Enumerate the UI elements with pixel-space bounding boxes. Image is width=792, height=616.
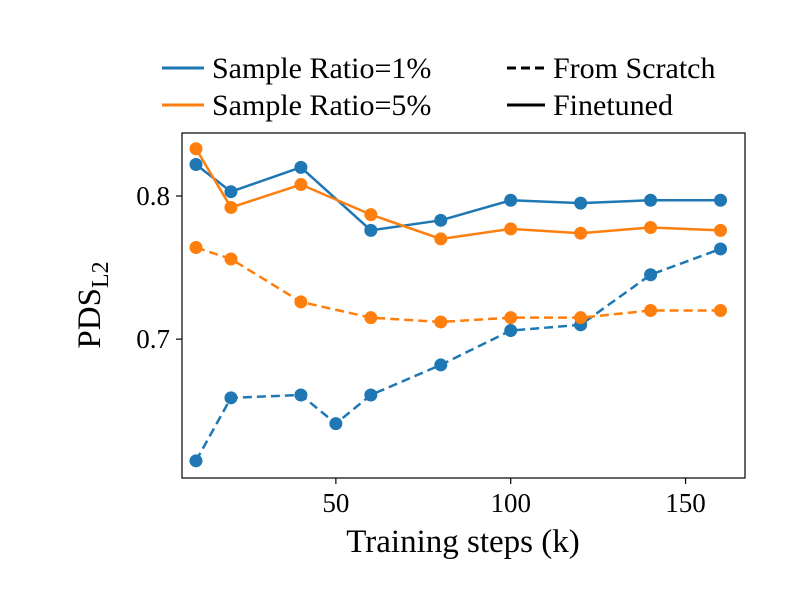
point: [574, 196, 588, 210]
point: [574, 226, 588, 240]
point: [294, 160, 308, 174]
point: [364, 388, 378, 402]
point: [189, 142, 203, 156]
x-tick-label: 100: [490, 488, 531, 518]
point: [504, 222, 518, 236]
point: [294, 388, 308, 402]
y-tick-label: 0.8: [136, 181, 170, 211]
point: [504, 324, 518, 338]
point: [714, 193, 728, 207]
point: [434, 358, 448, 372]
point: [224, 391, 238, 405]
legend-label: From Scratch: [553, 52, 715, 85]
point: [434, 213, 448, 227]
point: [364, 223, 378, 237]
x-axis-label: Training steps (k): [346, 524, 579, 560]
x-tick-label: 150: [665, 488, 706, 518]
point: [644, 268, 658, 282]
point: [224, 252, 238, 266]
point: [294, 178, 308, 192]
x-tick-label: 50: [322, 488, 349, 518]
point: [189, 454, 203, 468]
point: [644, 304, 658, 318]
series-line: [195, 163, 721, 232]
point: [294, 295, 308, 309]
point: [364, 208, 378, 222]
point: [644, 220, 658, 234]
point: [714, 304, 728, 318]
point: [364, 311, 378, 325]
point: [189, 241, 203, 255]
point: [329, 417, 343, 431]
point: [504, 193, 518, 207]
series-line: [194, 148, 721, 241]
y-axis-label-sub: L2: [88, 261, 114, 288]
point: [224, 200, 238, 214]
point: [224, 185, 238, 199]
point: [434, 315, 448, 329]
y-tick-label: 0.7: [136, 324, 170, 354]
y-axis-label: PDSL2: [72, 261, 114, 348]
plot-frame: [181, 132, 746, 479]
legend-label: Finetuned: [553, 89, 673, 122]
point: [189, 157, 203, 171]
point: [574, 311, 588, 325]
point: [714, 242, 728, 256]
legend-label: Sample Ratio=1%: [212, 52, 431, 85]
y-axis-label-main: PDS: [72, 288, 108, 349]
series-line: [194, 247, 721, 462]
point: [714, 223, 728, 237]
point: [504, 311, 518, 325]
legend-label: Sample Ratio=5%: [212, 89, 431, 122]
point: [434, 232, 448, 246]
series-line: [195, 246, 721, 324]
point: [644, 193, 658, 207]
